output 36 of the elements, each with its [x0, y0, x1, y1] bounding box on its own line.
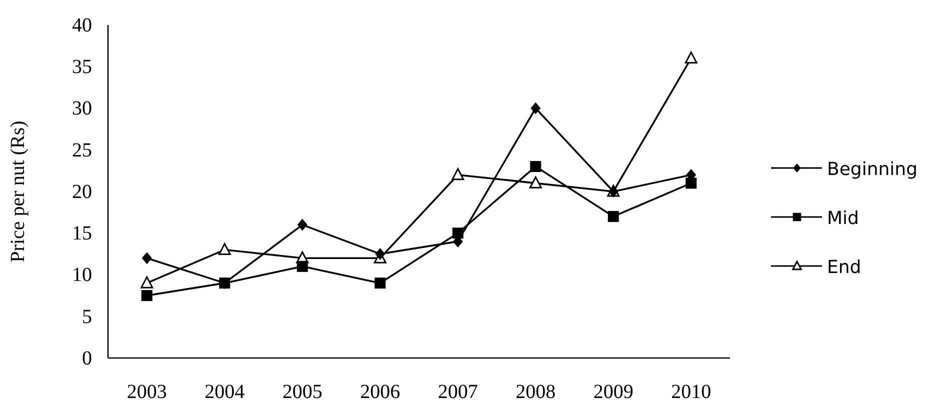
- point: [218, 243, 231, 256]
- legend-label: Beginning: [827, 159, 918, 180]
- x-tick-label: 2005: [282, 381, 322, 404]
- point: [140, 276, 154, 288]
- y-tick-label: 35: [72, 56, 92, 78]
- y-tick-label: 15: [72, 222, 92, 245]
- point: [608, 210, 619, 222]
- point: [530, 102, 541, 114]
- point: [375, 248, 386, 260]
- x-tick-label: 2009: [593, 381, 634, 404]
- point: [529, 176, 542, 188]
- y-tick-label: 10: [72, 264, 92, 286]
- y-tick-label: 5: [82, 306, 92, 328]
- point: [684, 52, 698, 64]
- y-axis-title: Price per nut (Rs): [7, 120, 29, 262]
- point: [452, 168, 464, 180]
- y-tick-label: 25: [72, 139, 92, 162]
- point: [141, 290, 152, 302]
- point: [296, 260, 308, 272]
- legend-label: End: [827, 257, 862, 278]
- point: [686, 178, 697, 189]
- point: [374, 278, 386, 289]
- x-tick-label: 2006: [360, 381, 400, 404]
- x-tick-label: 2010: [671, 381, 712, 404]
- x-tick-label: 2004: [204, 381, 245, 404]
- point: [297, 218, 308, 231]
- y-tick-label: 0: [82, 347, 92, 370]
- y-tick-label: 20: [72, 180, 92, 203]
- x-tick-label: 2003: [126, 381, 167, 404]
- point: [530, 161, 542, 172]
- y-tick-label: 40: [72, 14, 92, 36]
- y-tick-label: 30: [72, 98, 92, 120]
- x-tick-label: 2007: [438, 381, 478, 404]
- x-tick-label: 2008: [516, 381, 556, 404]
- legend-label: Mid: [827, 208, 859, 229]
- point: [142, 252, 152, 264]
